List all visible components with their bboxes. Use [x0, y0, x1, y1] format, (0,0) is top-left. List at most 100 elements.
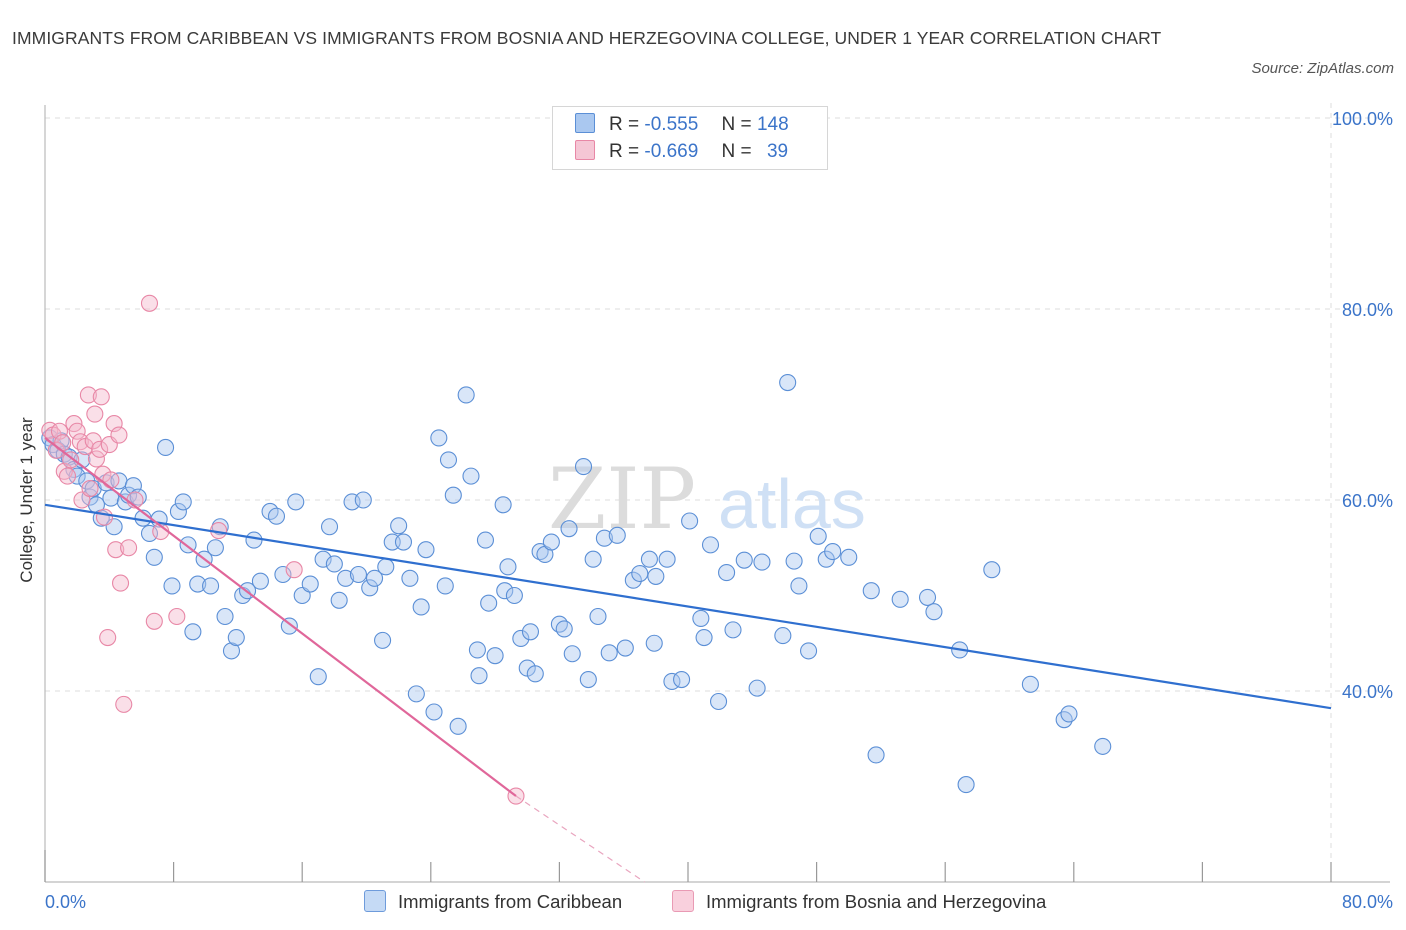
- data-point-caribbean: [354, 491, 372, 509]
- data-point-caribbean: [790, 577, 808, 595]
- data-point-caribbean: [608, 526, 626, 544]
- data-point-bosnia: [71, 433, 89, 451]
- data-point-bosnia: [145, 612, 163, 630]
- y-tick-label: 60.0%: [1342, 491, 1393, 511]
- data-point-caribbean: [724, 621, 742, 639]
- axes: [44, 105, 1390, 883]
- data-point-caribbean: [309, 668, 327, 686]
- data-point-caribbean: [494, 496, 512, 514]
- legend-r-label: R =: [609, 141, 640, 162]
- data-point-caribbean: [631, 564, 649, 583]
- data-point-caribbean: [681, 512, 699, 530]
- data-point-caribbean: [436, 577, 454, 595]
- data-point-caribbean: [157, 438, 175, 457]
- data-point-caribbean: [496, 582, 514, 600]
- data-point-caribbean: [542, 533, 560, 551]
- data-point-bosnia: [110, 426, 128, 444]
- data-point-caribbean: [512, 629, 530, 648]
- data-point-caribbean: [325, 555, 343, 573]
- trend-lines: [44, 437, 1332, 883]
- y-tick-label: 40.0%: [1342, 682, 1393, 702]
- x-tick-label: 80.0%: [1342, 892, 1393, 912]
- gridlines: [45, 103, 1390, 882]
- data-point-caribbean: [918, 588, 937, 606]
- data-point-caribbean: [129, 488, 147, 506]
- data-point-caribbean: [584, 550, 602, 568]
- data-point-caribbean: [374, 631, 392, 649]
- data-point-caribbean: [314, 550, 332, 568]
- data-point-bosnia: [91, 440, 109, 458]
- data-point-bosnia: [115, 695, 133, 713]
- data-point-caribbean: [174, 493, 192, 511]
- data-point-caribbean: [718, 564, 736, 582]
- data-point-caribbean: [407, 685, 425, 703]
- data-point-caribbean: [320, 518, 339, 536]
- data-point-bosnia: [92, 388, 110, 406]
- trend-line-caribbean: [44, 503, 1332, 710]
- data-point-bosnia: [168, 607, 186, 626]
- data-point-caribbean: [616, 639, 634, 657]
- data-point-caribbean: [709, 692, 728, 711]
- data-point-caribbean: [377, 558, 395, 576]
- source-label: Source: ZipAtlas.com: [1251, 60, 1394, 77]
- legend-swatch-pink: [575, 140, 595, 160]
- data-point-caribbean: [983, 561, 1001, 579]
- data-point-caribbean: [753, 553, 771, 571]
- series-legend: Immigrants from Caribbean Immigrants fro…: [0, 889, 1406, 915]
- legend-swatch-blue: [575, 113, 595, 133]
- data-point-caribbean: [274, 565, 292, 584]
- data-point-caribbean: [417, 541, 435, 559]
- data-point-caribbean: [526, 665, 544, 683]
- data-point-caribbean: [251, 572, 269, 590]
- data-point-caribbean: [287, 493, 305, 511]
- data-point-caribbean: [145, 548, 163, 566]
- tick-labels: 40.0% 60.0% 80.0% 100.0% 0.0% 80.0%: [45, 109, 1393, 912]
- data-point-caribbean: [600, 644, 618, 662]
- data-point-caribbean: [476, 531, 495, 549]
- legend: R = -0.555 N = 148 R = -0.669 N = 39: [552, 106, 828, 170]
- series-legend-bosnia[interactable]: Immigrants from Bosnia and Herzegovina: [672, 889, 1046, 915]
- data-point-caribbean: [735, 551, 753, 569]
- data-point-caribbean: [840, 548, 858, 566]
- chart-title: IMMIGRANTS FROM CARIBBEAN VS IMMIGRANTS …: [12, 28, 1162, 48]
- legend-r-value: -0.669: [644, 141, 699, 162]
- data-point-caribbean: [163, 577, 181, 595]
- data-point-caribbean: [658, 550, 676, 568]
- data-point-bosnia: [140, 294, 159, 312]
- data-point-caribbean: [267, 507, 286, 525]
- data-point-caribbean: [505, 586, 523, 605]
- data-point-caribbean: [574, 458, 593, 476]
- y-tick-label: 100.0%: [1332, 109, 1393, 129]
- data-point-bosnia: [102, 471, 120, 489]
- data-point-caribbean: [470, 667, 488, 685]
- data-point-bosnia: [79, 386, 97, 404]
- y-axis-label: College, Under 1 year: [17, 417, 36, 583]
- data-point-caribbean: [365, 569, 384, 587]
- data-point-bosnia: [87, 450, 105, 468]
- swatch-caribbean: [364, 890, 386, 912]
- data-point-caribbean: [216, 607, 234, 626]
- data-point-caribbean: [390, 517, 408, 535]
- data-point-caribbean: [624, 571, 642, 589]
- data-point-caribbean: [957, 776, 975, 794]
- data-point-caribbean: [673, 670, 691, 689]
- data-point-caribbean: [301, 575, 319, 593]
- data-point-caribbean: [280, 617, 298, 635]
- data-point-bosnia: [99, 628, 117, 647]
- data-point-caribbean: [169, 502, 187, 521]
- data-point-caribbean: [595, 529, 613, 547]
- swatch-bosnia: [672, 890, 694, 912]
- data-point-bosnia: [95, 508, 114, 526]
- data-point-bosnia: [62, 451, 80, 469]
- series-bosnia-points: [41, 294, 525, 805]
- series-legend-caribbean[interactable]: Immigrants from Caribbean: [364, 889, 622, 915]
- data-point-caribbean: [468, 641, 486, 659]
- series-caribbean-points: [41, 373, 1112, 794]
- data-point-caribbean: [444, 486, 462, 504]
- data-point-caribbean: [563, 645, 581, 663]
- y-tick-label: 80.0%: [1342, 300, 1393, 320]
- data-point-caribbean: [439, 451, 458, 469]
- data-point-caribbean: [449, 717, 467, 735]
- data-point-caribbean: [330, 591, 348, 609]
- data-point-caribbean: [499, 558, 517, 576]
